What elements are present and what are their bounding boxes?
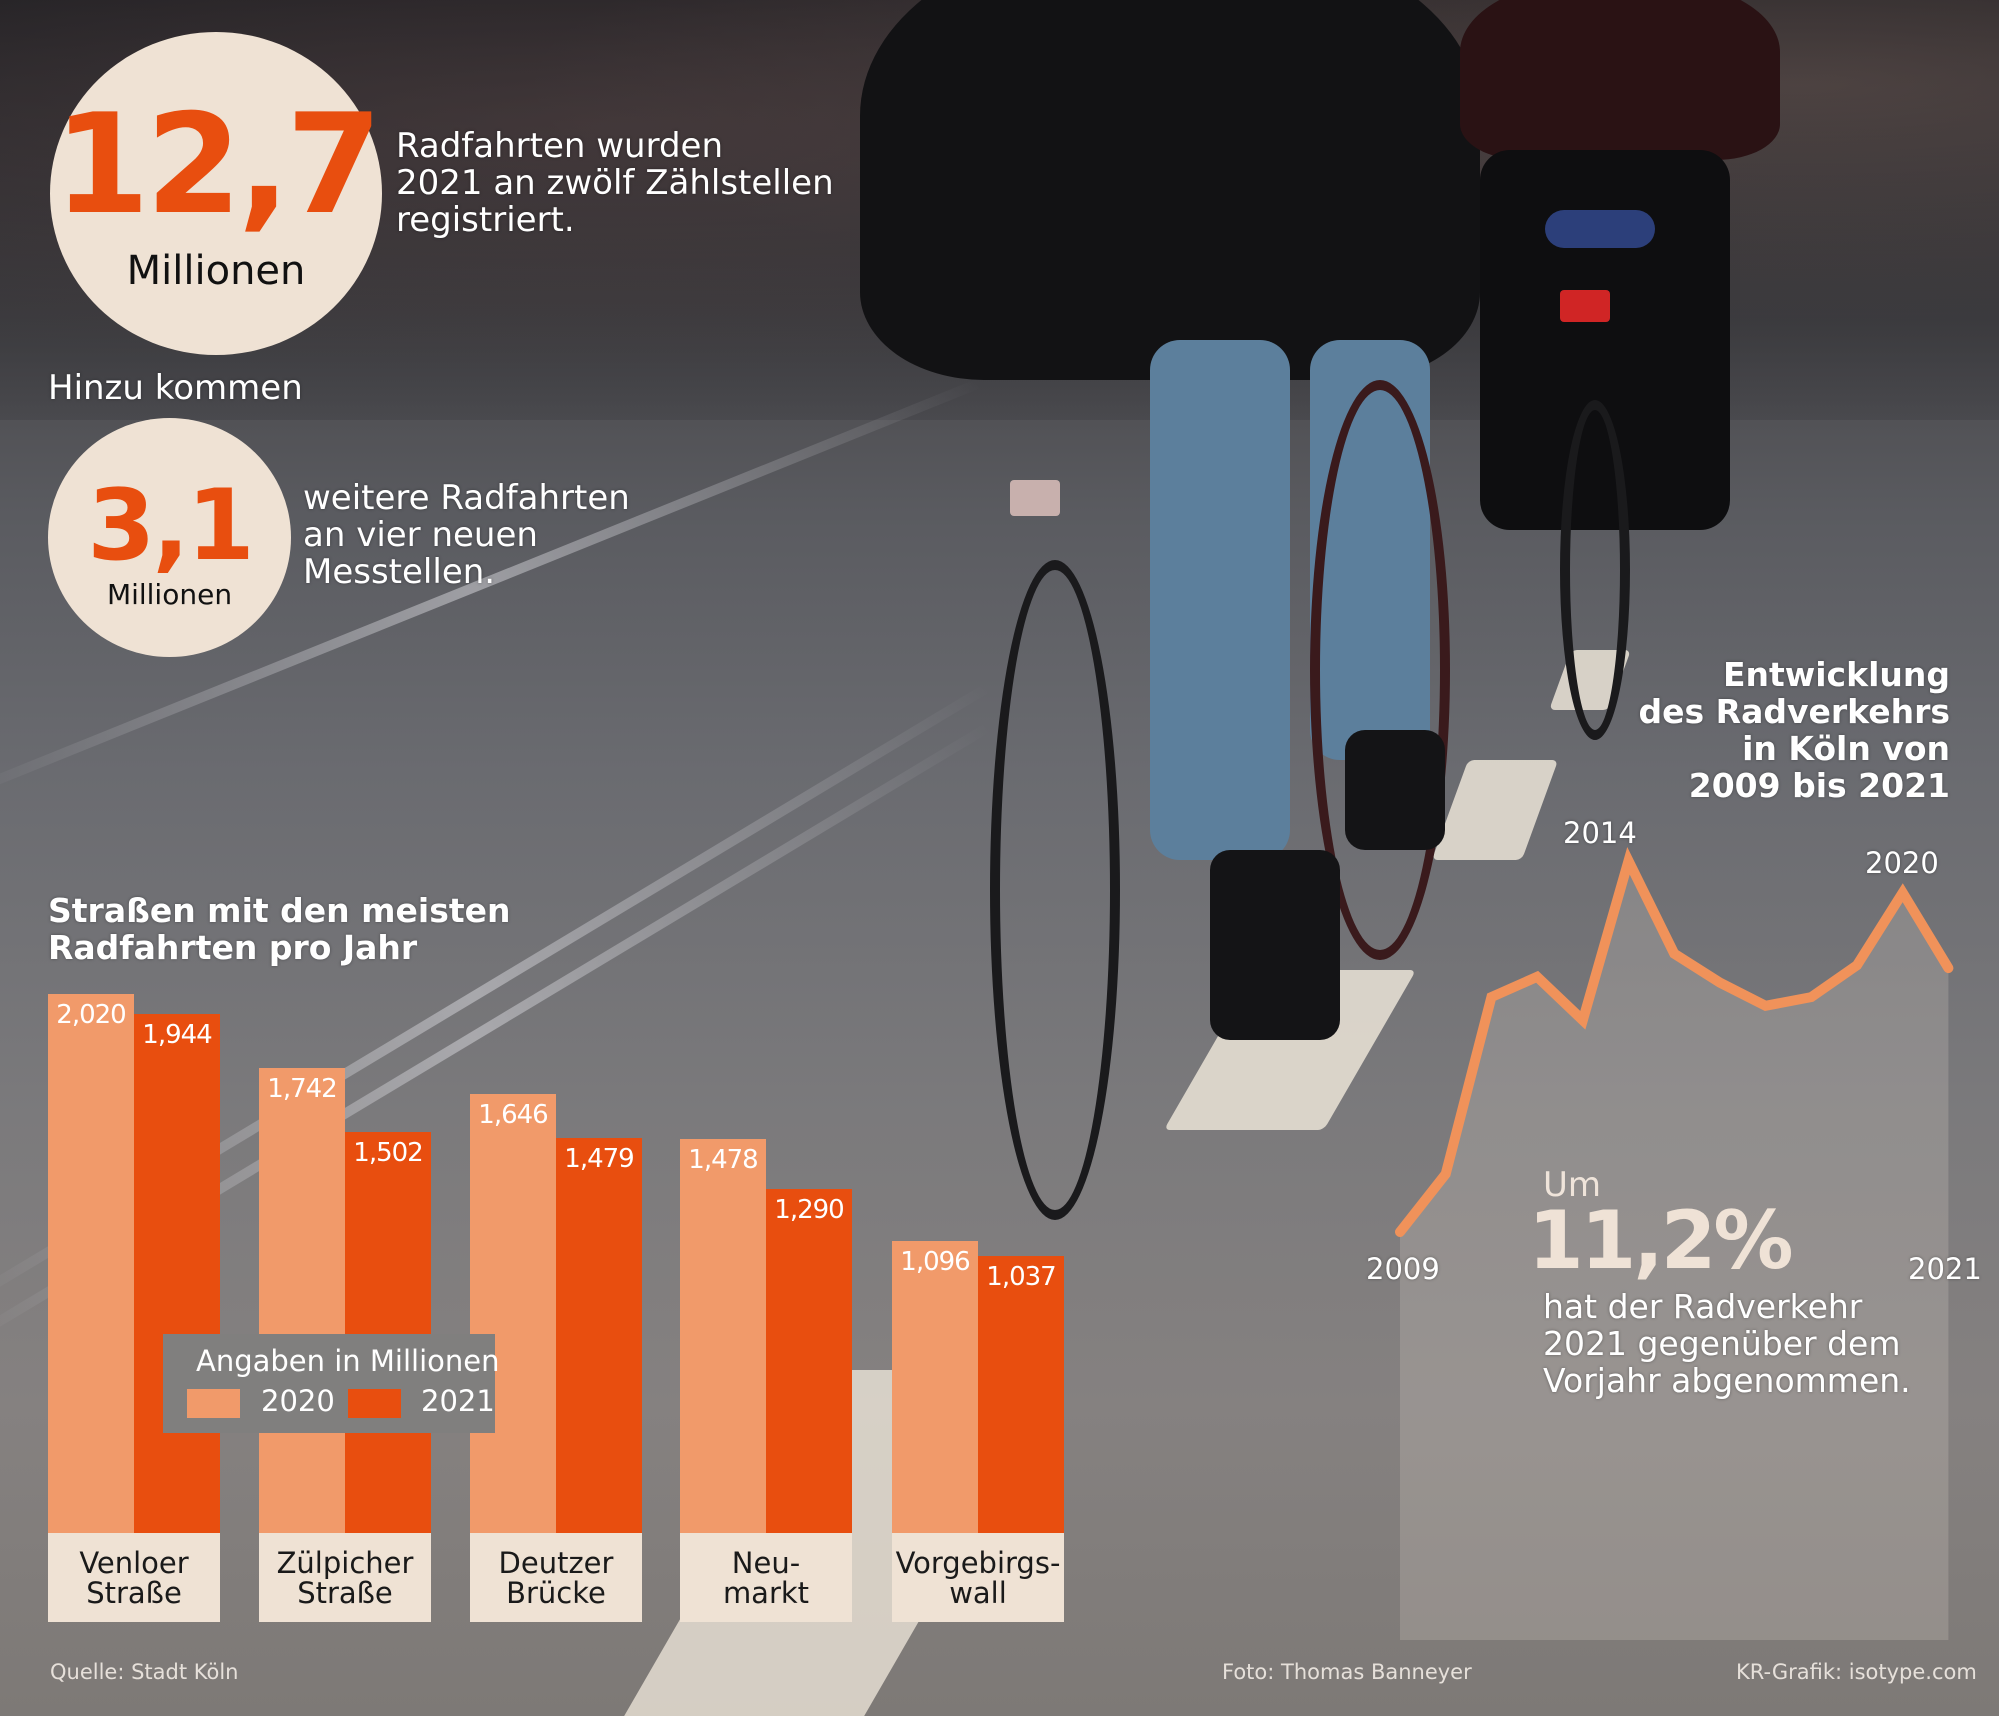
- bar-2021: 1,479: [556, 1138, 642, 1533]
- label-2009: 2009: [1366, 1252, 1440, 1286]
- bar-value-label: 1,646: [478, 1100, 548, 1130]
- bar-value-label: 1,502: [353, 1138, 423, 1168]
- line-chart-title: Entwicklung des Radverkehrs in Köln von …: [1500, 656, 1950, 804]
- bar-2021: 1,502: [345, 1132, 431, 1533]
- graphic-credit: KR-Grafik: isotype.com: [1736, 1660, 1977, 1684]
- bar-value-label: 1,096: [900, 1247, 970, 1277]
- category-label: Zülpicher Straße: [259, 1533, 431, 1622]
- bar-2020: 1,478: [680, 1139, 766, 1533]
- main-description: Radfahrten wurden 2021 an zwölf Zählstel…: [396, 128, 834, 239]
- category-label: Vorgebirgs- wall: [892, 1533, 1064, 1622]
- legend-swatch-2021: [348, 1389, 401, 1418]
- second-description-line: an vier neuen: [303, 515, 538, 555]
- callout-pre: Um: [1543, 1165, 1602, 1205]
- main-description-line: registriert.: [396, 200, 575, 240]
- bar-2021: 1,944: [134, 1014, 220, 1533]
- callout-text: hat der Radverkehr 2021 gegenüber dem Vo…: [1543, 1288, 1911, 1399]
- line-chart-title-line: Entwicklung: [1722, 655, 1950, 694]
- main-unit: Millionen: [126, 248, 306, 294]
- bar-chart-legend: Angaben in Millionen 2020 2021: [163, 1334, 500, 1433]
- label-2014: 2014: [1563, 816, 1637, 850]
- bar-2020: 1,646: [470, 1094, 556, 1533]
- legend-title: Angaben in Millionen: [196, 1344, 500, 1378]
- line-chart-area: [1400, 860, 1949, 1640]
- source-credit: Quelle: Stadt Köln: [50, 1660, 239, 1684]
- bar-value-label: 1,290: [774, 1195, 844, 1225]
- category-label: Deutzer Brücke: [470, 1533, 642, 1622]
- callout-text-line: hat der Radverkehr: [1543, 1287, 1863, 1326]
- line-chart-line: [1395, 846, 1954, 1237]
- bar-chart-title-line: Radfahrten pro Jahr: [48, 928, 418, 967]
- legend-swatch-2020: [187, 1389, 240, 1418]
- main-description-line: 2021 an zwölf Zählstellen: [396, 163, 834, 203]
- bar-2020: 1,742: [259, 1068, 345, 1533]
- headline-circle-second: [48, 418, 291, 657]
- bar-value-label: 1,944: [142, 1020, 212, 1050]
- bar-value-label: 1,478: [688, 1145, 758, 1175]
- second-description-line: weitere Radfahrten: [303, 478, 630, 518]
- callout-text-line: 2021 gegenüber dem: [1543, 1324, 1901, 1363]
- bar-2021: 1,290: [766, 1189, 852, 1533]
- line-chart-title-line: 2009 bis 2021: [1688, 766, 1950, 805]
- bar-value-label: 1,742: [267, 1074, 337, 1104]
- label-2020: 2020: [1865, 846, 1939, 880]
- callout-text-line: Vorjahr abgenommen.: [1543, 1361, 1911, 1400]
- photo-credit: Foto: Thomas Banneyer: [1222, 1660, 1472, 1684]
- bar-value-label: 1,479: [564, 1144, 634, 1174]
- bar-2020: 1,096: [892, 1241, 978, 1533]
- main-description-line: Radfahrten wurden: [396, 126, 724, 166]
- main-number: 12,7: [53, 84, 383, 245]
- line-chart-title-line: in Köln von: [1742, 729, 1950, 768]
- label-2021: 2021: [1908, 1252, 1982, 1286]
- bar-value-label: 2,020: [56, 1000, 126, 1030]
- intro-second: Hinzu kommen: [48, 368, 303, 408]
- second-unit: Millionen: [106, 578, 233, 611]
- callout-value: 11,2%: [1528, 1194, 1794, 1287]
- bar-2020: 2,020: [48, 994, 134, 1533]
- legend-label-2021: 2021: [421, 1384, 495, 1418]
- category-label: Venloer Straße: [48, 1533, 220, 1622]
- category-label: Neu- markt: [680, 1533, 852, 1622]
- second-description-line: Messtellen.: [303, 552, 496, 592]
- bar-value-label: 1,037: [986, 1262, 1056, 1292]
- second-number: 3,1: [87, 469, 255, 583]
- line-chart-title-line: des Radverkehrs: [1638, 692, 1950, 731]
- bar-2021: 1,037: [978, 1256, 1064, 1533]
- legend-label-2020: 2020: [261, 1384, 335, 1418]
- bar-chart-title: Straßen mit den meisten Radfahrten pro J…: [48, 892, 511, 966]
- second-description: weitere Radfahrten an vier neuen Messtel…: [303, 480, 630, 591]
- bar-chart-title-line: Straßen mit den meisten: [48, 891, 511, 930]
- headline-circle-main: [50, 32, 382, 355]
